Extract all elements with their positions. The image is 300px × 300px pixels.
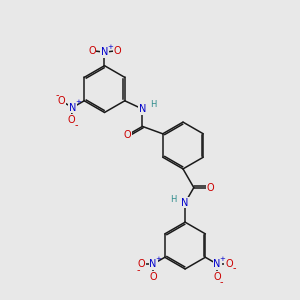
Text: O: O [149,272,157,282]
Text: -: - [220,277,223,287]
Text: N: N [182,198,189,208]
Text: -: - [56,91,59,100]
Text: H: H [170,195,177,204]
Text: O: O [225,259,233,269]
Text: H: H [150,100,156,109]
Text: +: + [75,99,81,105]
Text: N: N [69,103,76,112]
Text: O: O [113,46,121,56]
Text: -: - [75,120,78,130]
Text: O: O [137,259,145,269]
Text: N: N [149,259,157,269]
Text: +: + [156,256,161,262]
Text: N: N [139,104,146,114]
Text: +: + [107,44,113,50]
Text: +: + [220,256,225,262]
Text: N: N [213,259,221,269]
Text: O: O [124,130,131,140]
Text: O: O [88,46,96,56]
Text: N: N [101,47,108,57]
Text: -: - [137,265,140,275]
Text: -: - [233,263,236,274]
Text: O: O [57,96,65,106]
Text: O: O [67,115,75,125]
Text: O: O [213,272,221,282]
Text: O: O [206,183,214,193]
